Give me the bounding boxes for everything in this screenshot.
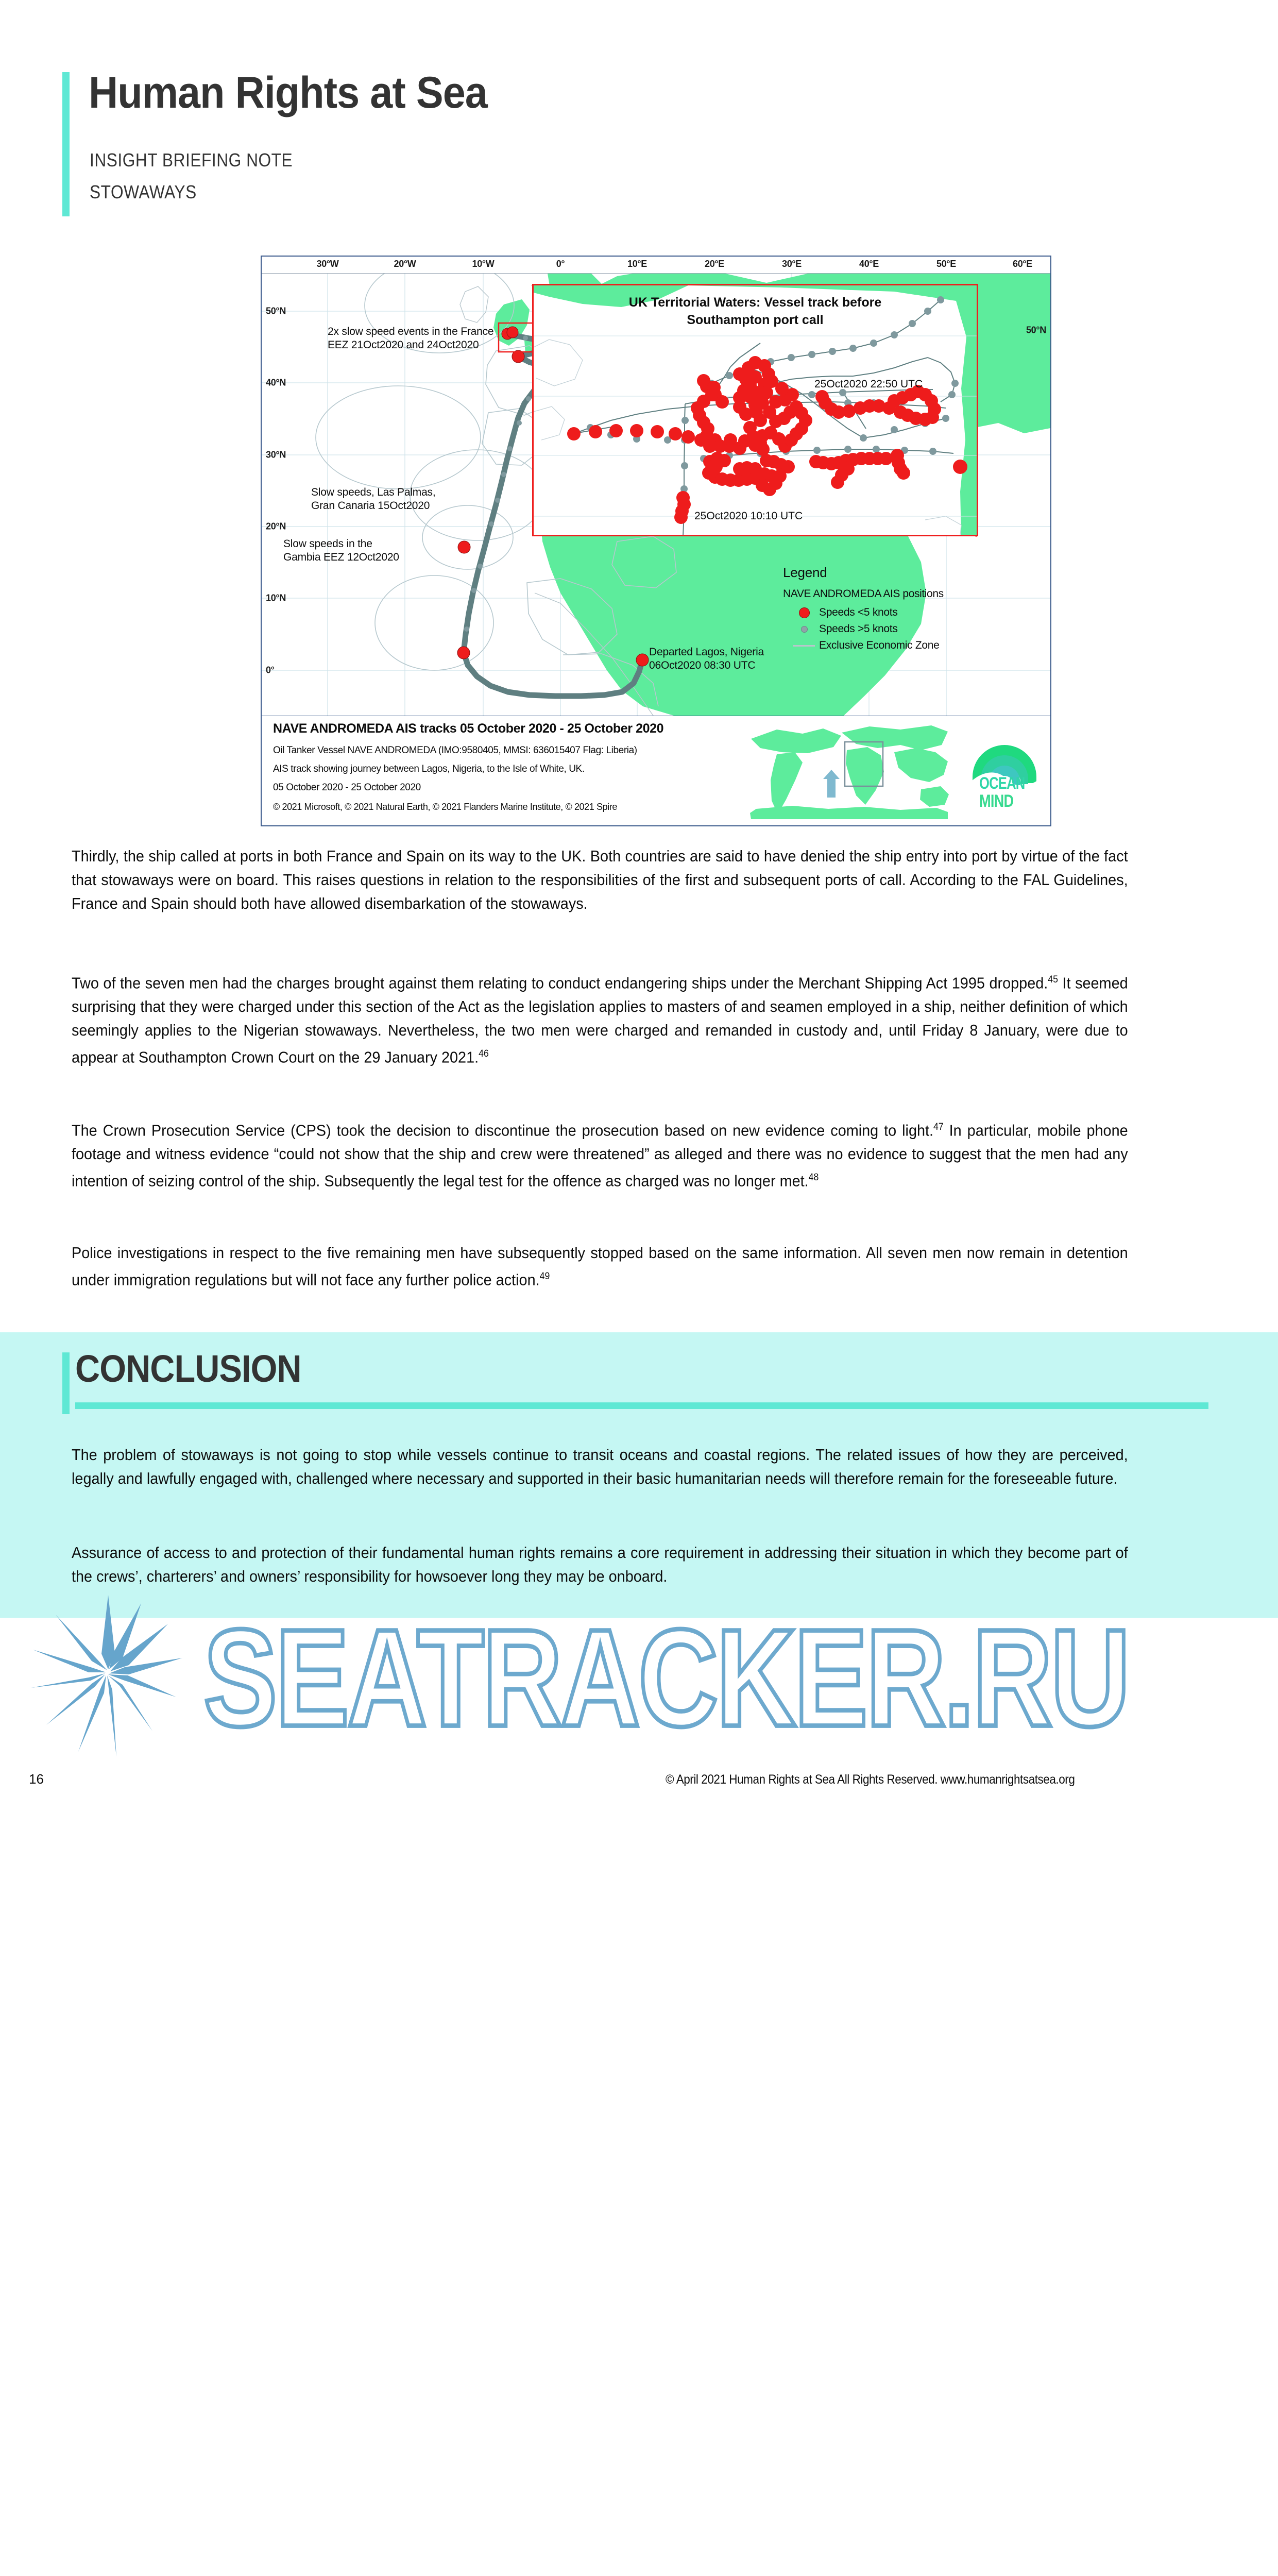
lon-tick-20w: 20°W xyxy=(394,259,416,269)
oceanmind-logo-text-ocean: OCEAN xyxy=(979,774,1025,792)
document-topic-label: STOWAWAYS xyxy=(90,181,197,202)
annotation-france-eez: 2x slow speed events in the France EEZ 2… xyxy=(328,326,494,351)
figure-caption-route: AIS track showing journey between Lagos,… xyxy=(273,764,585,774)
ais-track-map-figure: 30°W 20°W 10°W 0° 10°E 20°E 30°E 40°E 50… xyxy=(261,256,1051,826)
lon-tick-30e: 30°E xyxy=(781,259,802,269)
legend-item-fast-speed: Speeds >5 knots xyxy=(789,621,974,637)
conclusion-section xyxy=(0,1332,1278,1618)
conclusion-paragraph-2: Assurance of access to and protection of… xyxy=(72,1544,1128,1585)
legend-item-eez: Exclusive Economic Zone xyxy=(789,637,974,654)
annotation-las-palmas: Slow speeds, Las Palmas, Gran Canaria 15… xyxy=(311,486,436,512)
body-paragraph-2: Two of the seven men had the charges bro… xyxy=(72,968,1128,1070)
footnote-ref-48[interactable]: 48 xyxy=(808,1172,819,1183)
grey-dot-icon xyxy=(789,625,819,633)
legend-item-slow-speed: Speeds <5 knots xyxy=(789,604,974,621)
lon-tick-10e: 10°E xyxy=(627,259,647,269)
annotation-lagos-departure: Departed Lagos, Nigeria 06Oct2020 08:30 … xyxy=(649,646,764,671)
lat-tick-left-30n: 30°N xyxy=(266,449,286,460)
line-swatch-icon xyxy=(789,645,819,647)
document-type-label: INSIGHT BRIEFING NOTE xyxy=(90,149,293,171)
body-paragraph-3: The Crown Prosecution Service (CPS) took… xyxy=(72,1115,1128,1193)
legend-item-label: Speeds >5 knots xyxy=(819,623,898,635)
inset-map-uk-territorial-waters[interactable]: UK Territorial Waters: Vessel track befo… xyxy=(532,284,978,536)
body-paragraph-4: Police investigations in respect to the … xyxy=(72,1241,1128,1292)
inset-label-end-time: 25Oct2020 22:50 UTC xyxy=(814,378,923,390)
footnote-ref-45[interactable]: 45 xyxy=(1048,974,1058,985)
figure-caption-block: NAVE ANDROMEDA AIS tracks 05 October 202… xyxy=(262,716,1050,825)
footnote-ref-47[interactable]: 47 xyxy=(933,1122,944,1132)
legend-item-label: Exclusive Economic Zone xyxy=(819,639,940,651)
figure-caption-title: NAVE ANDROMEDA AIS tracks 05 October 202… xyxy=(273,721,664,736)
legend-title: Legend xyxy=(783,565,827,580)
conclusion-accent-bar xyxy=(62,1352,70,1414)
paragraph-3-part-b: In particular, mobile phone footage and … xyxy=(72,1121,1128,1190)
lon-tick-10w: 10°W xyxy=(472,259,495,269)
lat-tick-left-10n: 10°N xyxy=(266,592,286,603)
footnote-ref-49[interactable]: 49 xyxy=(539,1271,550,1282)
lat-tick-left-40n: 40°N xyxy=(266,377,286,388)
paragraph-3-part-a: The Crown Prosecution Service (CPS) took… xyxy=(72,1121,934,1140)
figure-caption-copyright: © 2021 Microsoft, © 2021 Natural Earth, … xyxy=(273,802,618,812)
page-title: Human Rights at Sea xyxy=(89,68,488,117)
legend-item-label: Speeds <5 knots xyxy=(819,606,898,618)
legend-subtitle: NAVE ANDROMEDA AIS positions xyxy=(783,588,944,600)
watermark-text: SEATRACKER.RU xyxy=(201,1598,1132,1757)
body-paragraph-1: Thirdly, the ship called at ports in bot… xyxy=(72,847,1128,912)
oceanmind-logo-text-mind: MIND xyxy=(979,791,1014,811)
conclusion-divider xyxy=(75,1402,1208,1409)
inset-map-title: UK Territorial Waters: Vessel track befo… xyxy=(628,295,882,327)
lon-tick-0: 0° xyxy=(556,259,565,269)
annotation-gambia-eez: Slow speeds in the Gambia EEZ 12Oct2020 xyxy=(283,538,399,563)
watermark: SEATRACKER.RU xyxy=(0,1587,1278,1807)
paragraph-2-part-b: It seemed surprising that they were char… xyxy=(72,974,1128,1066)
inset-basemap-graphic xyxy=(534,285,977,535)
figure-caption-vessel-details: Oil Tanker Vessel NAVE ANDROMEDA (IMO:95… xyxy=(273,745,637,756)
footnote-ref-46[interactable]: 46 xyxy=(479,1048,489,1060)
red-dot-icon xyxy=(789,607,819,618)
header-accent-bar xyxy=(62,72,70,216)
lon-tick-30w: 30°W xyxy=(316,259,339,269)
document-header: Human Rights at Sea INSIGHT BRIEFING NOT… xyxy=(0,0,1278,227)
paragraph-4-part-a: Police investigations in respect to the … xyxy=(72,1244,1128,1289)
main-map-canvas[interactable]: 50°N 40°N 30°N 20°N 10°N 0° 50°N 40°N 30… xyxy=(262,273,1050,716)
conclusion-heading: CONCLUSION xyxy=(75,1347,302,1390)
footer-copyright: © April 2021 Human Rights at Sea All Rig… xyxy=(666,1772,1075,1787)
page-number: 16 xyxy=(29,1771,44,1787)
lon-tick-20e: 20°E xyxy=(704,259,725,269)
lon-tick-40e: 40°E xyxy=(859,259,879,269)
conclusion-paragraph-1: The problem of stowaways is not going to… xyxy=(72,1446,1128,1487)
lat-tick-left-50n: 50°N xyxy=(266,306,286,316)
figure-caption-dates: 05 October 2020 - 25 October 2020 xyxy=(273,782,421,793)
map-legend: Legend NAVE ANDROMEDA AIS positions Spee… xyxy=(783,565,974,654)
lon-tick-50e: 50°E xyxy=(936,259,957,269)
inset-lat-tick-50n: 50°N xyxy=(1026,325,1046,335)
lat-tick-left-20n: 20°N xyxy=(266,521,286,532)
world-locator-map xyxy=(746,718,952,821)
inset-label-start-time: 25Oct2020 10:10 UTC xyxy=(694,510,803,522)
oceanmind-logo xyxy=(969,745,1040,786)
paragraph-2-part-a: Two of the seven men had the charges bro… xyxy=(72,974,1048,992)
lon-tick-60e: 60°E xyxy=(1012,259,1033,269)
lat-tick-left-0: 0° xyxy=(266,665,275,675)
